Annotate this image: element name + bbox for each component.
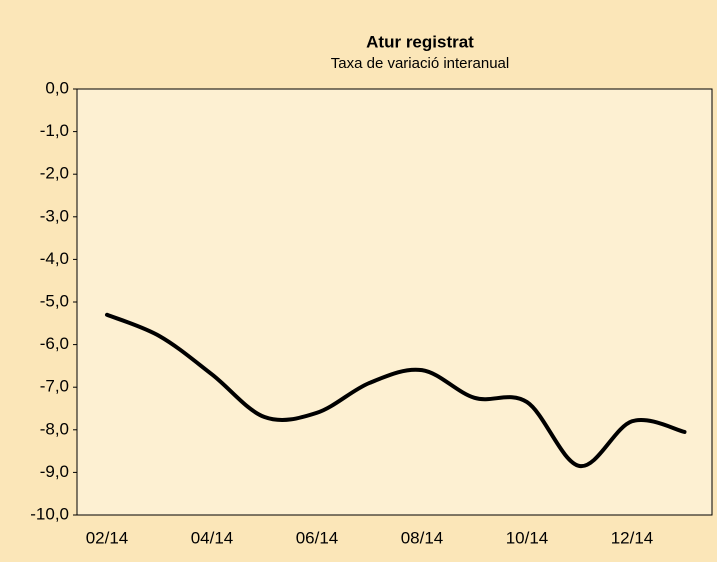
x-tick-label: 10/14 [506, 528, 549, 547]
y-tick-label: -6,0 [40, 334, 69, 353]
line-series [105, 312, 687, 469]
chart-title: Atur registrat [366, 32, 474, 51]
y-tick-label: -4,0 [40, 249, 69, 268]
x-tick-label: 06/14 [296, 528, 339, 547]
y-tick-label: -3,0 [40, 206, 69, 225]
x-tick-label: 04/14 [191, 528, 234, 547]
y-tick-label: -8,0 [40, 419, 69, 438]
x-tick-label: 12/14 [611, 528, 654, 547]
y-tick-label: -10,0 [30, 504, 69, 523]
y-tick-label: -1,0 [40, 121, 69, 140]
x-tick-label: 08/14 [401, 528, 444, 547]
x-tick-label: 02/14 [86, 528, 129, 547]
y-tick-label: 0,0 [45, 78, 69, 97]
y-tick-label: -5,0 [40, 291, 69, 310]
plot-area [76, 88, 713, 516]
chart-subtitle: Taxa de variació interanual [331, 55, 509, 72]
y-tick-label: -9,0 [40, 462, 69, 481]
y-tick-label: -2,0 [40, 164, 69, 183]
y-tick-label: -7,0 [40, 377, 69, 396]
